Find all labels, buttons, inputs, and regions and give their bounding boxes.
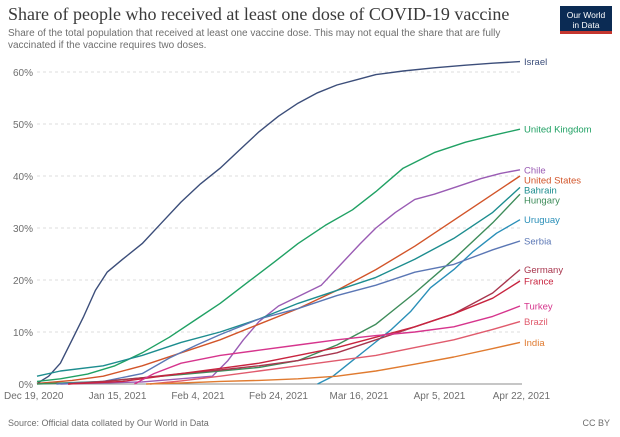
owid-logo[interactable]: Our World in Data: [560, 6, 612, 34]
y-tick-label: 60%: [13, 68, 33, 79]
license-link[interactable]: CC BY: [582, 418, 610, 428]
y-tick-label: 30%: [13, 224, 33, 235]
series-label-bahrain: Bahrain: [524, 185, 557, 196]
y-tick-label: 50%: [13, 120, 33, 131]
label-layer: 0% 10% 20% 30% 40% 50% 60% Dec 19, 2020 Jan 15, …: [4, 57, 592, 402]
series-label-uruguay: Uruguay: [524, 215, 560, 226]
y-tick-label: 40%: [13, 172, 33, 183]
series-line-bahrain: [36, 186, 521, 377]
series-line-france: [68, 280, 521, 385]
series-label-india: India: [524, 338, 545, 349]
grid-layer: [37, 71, 522, 385]
source-note: Source: Official data collated by Our Wo…: [8, 418, 209, 428]
series-label-turkey: Turkey: [524, 302, 553, 313]
x-tick-label: Apr 5, 2021: [414, 391, 466, 402]
series-layer: [36, 60, 521, 385]
series-label-serbia: Serbia: [524, 237, 552, 248]
x-tick-label: Feb 4, 2021: [171, 391, 225, 402]
logo-line-2: in Data: [572, 20, 600, 30]
x-tick-label: Dec 19, 2020: [4, 391, 64, 402]
series-line-united-states: [36, 175, 521, 385]
x-tick-label: Apr 22, 2021: [493, 391, 551, 402]
x-tick-label: Feb 24, 2021: [249, 391, 308, 402]
series-line-israel: [36, 60, 521, 385]
series-label-israel: Israel: [524, 57, 547, 68]
series-label-france: France: [524, 277, 554, 288]
series-line-serbia: [56, 240, 521, 385]
y-tick-label: 0%: [19, 380, 34, 391]
chart-title: Share of people who received at least on…: [8, 4, 510, 24]
series-label-hungary: Hungary: [524, 195, 560, 206]
series-line-united-kingdom: [36, 128, 521, 383]
y-tick-label: 20%: [13, 276, 33, 287]
series-line-chile: [60, 169, 521, 385]
x-tick-label: Mar 16, 2021: [330, 391, 389, 402]
series-line-brazil: [149, 320, 521, 385]
series-line-uruguay: [317, 219, 521, 385]
series-label-brazil: Brazil: [524, 317, 548, 328]
series-label-germany: Germany: [524, 265, 563, 276]
y-tick-label: 10%: [13, 328, 33, 339]
x-tick-label: Jan 15, 2021: [89, 391, 147, 402]
series-label-united-states: United States: [524, 175, 581, 186]
series-label-chile: Chile: [524, 165, 546, 176]
series-line-india: [146, 341, 521, 385]
series-line-turkey: [134, 305, 521, 385]
chart-subtitle: Share of the total population that recei…: [8, 28, 501, 51]
series-line-hungary: [36, 193, 521, 385]
logo-line-1: Our World: [566, 10, 606, 20]
series-label-united-kingdom: United Kingdom: [524, 125, 592, 136]
